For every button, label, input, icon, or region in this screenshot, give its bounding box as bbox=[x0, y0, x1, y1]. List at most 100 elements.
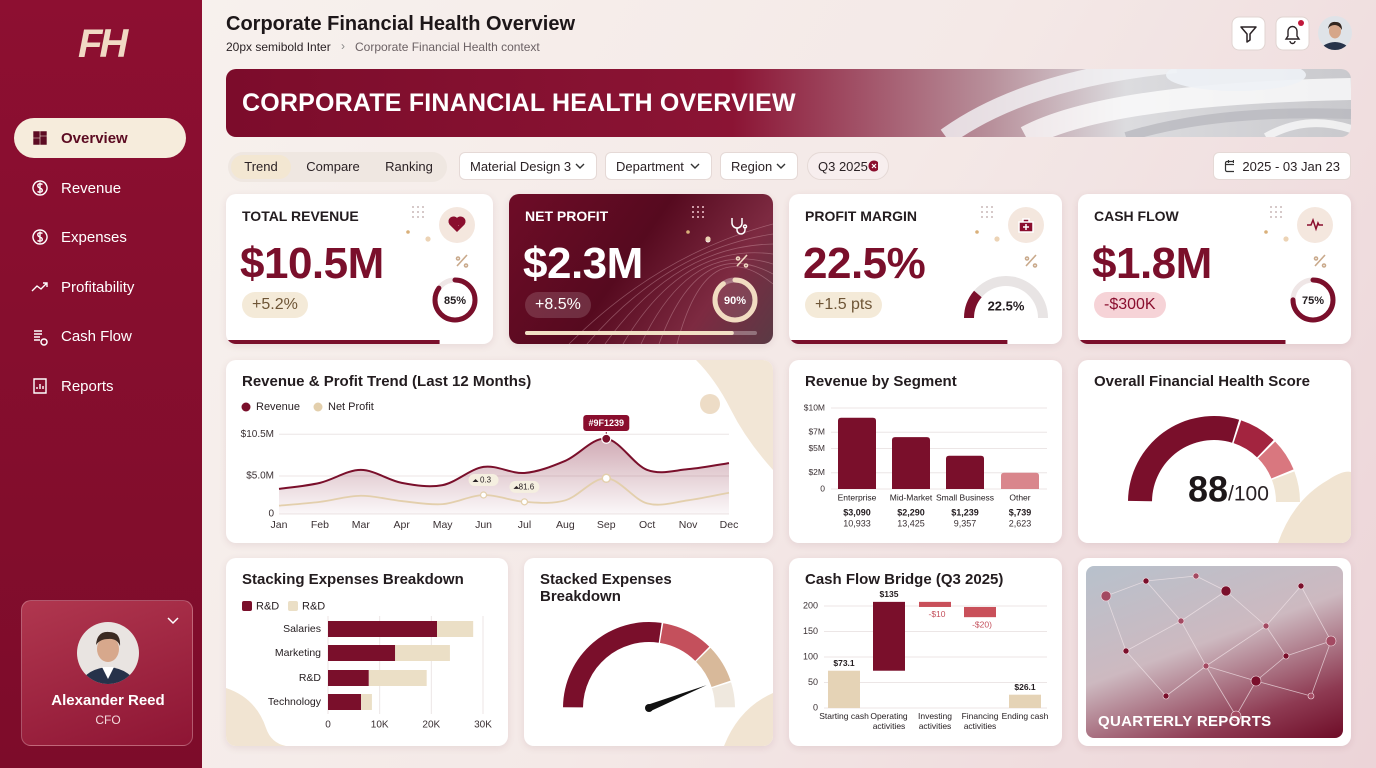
light-streak bbox=[676, 266, 773, 344]
dot-grid bbox=[702, 206, 704, 208]
dot-grid bbox=[692, 206, 694, 208]
nav-label: Profitability bbox=[61, 279, 135, 296]
x-tick-label: May bbox=[433, 519, 454, 531]
icon-shape bbox=[34, 330, 48, 346]
nav-icon bbox=[33, 378, 47, 394]
dropdown-label: Material Design 3 bbox=[470, 158, 572, 174]
category-label: Mid-Market bbox=[890, 492, 933, 502]
date-picker[interactable]: 2025 - 03 Jan 23 bbox=[1213, 152, 1351, 180]
kpi-value: $2.3M bbox=[523, 239, 643, 288]
nav-item[interactable]: Expenses bbox=[14, 217, 186, 257]
decor-circle bbox=[700, 394, 720, 414]
dot-grid bbox=[692, 211, 694, 213]
dot-grid bbox=[986, 216, 988, 218]
percent-glyph bbox=[1024, 254, 1038, 268]
amount-label: $2,290 bbox=[897, 507, 925, 517]
network-node bbox=[1230, 710, 1242, 722]
dot-grid bbox=[1280, 216, 1282, 218]
nav: Overview Revenue Expenses Profitability Cash… bbox=[0, 0, 202, 420]
nav-label: Cash Flow bbox=[61, 328, 132, 345]
legend-label: R&D bbox=[302, 600, 325, 612]
chart-title: Revenue & Profit Trend (Last 12 Months) bbox=[242, 373, 532, 390]
kpi-change: -$300K bbox=[1094, 292, 1166, 318]
kpi-icon bbox=[448, 216, 466, 233]
kpi-value: 22.5% bbox=[803, 239, 926, 288]
view-tabs: Trend Compare Ranking bbox=[228, 152, 447, 182]
network-node bbox=[1192, 572, 1200, 580]
network-edge bbox=[1300, 585, 1332, 642]
ring-fill bbox=[432, 277, 478, 323]
annotation-box bbox=[509, 480, 540, 493]
banner-architecture bbox=[940, 69, 1351, 137]
annotation-arrow bbox=[513, 485, 520, 489]
nav-item[interactable]: Cash Flow bbox=[14, 316, 186, 356]
dropdown[interactable]: Material Design 3 bbox=[459, 152, 597, 180]
user-card[interactable]: Alexander Reed CFO bbox=[21, 600, 193, 746]
view-tab[interactable]: Ranking bbox=[385, 159, 433, 174]
decor-blob bbox=[1278, 471, 1351, 543]
network-edge bbox=[1105, 595, 1127, 652]
category-label: Technology bbox=[268, 696, 322, 708]
card-graphics: 88/100 bbox=[1128, 416, 1351, 543]
gauge-remainder bbox=[1271, 471, 1300, 502]
nav-item[interactable]: Revenue bbox=[14, 168, 186, 208]
dropdown-label: Region bbox=[731, 158, 773, 174]
progress-fill bbox=[789, 340, 1008, 344]
chip-remove[interactable] bbox=[868, 160, 878, 172]
chip-label: Q3 2025 bbox=[818, 158, 868, 174]
nav-item[interactable]: Profitability bbox=[14, 267, 186, 307]
dropdown[interactable]: Region bbox=[720, 152, 798, 180]
filter-chip[interactable]: Q3 2025 bbox=[807, 152, 889, 180]
bar bbox=[838, 417, 876, 489]
category-label: Marketing bbox=[275, 647, 321, 659]
amount-label: $1,239 bbox=[951, 507, 979, 517]
percent-glyph bbox=[455, 254, 469, 268]
dot-grid bbox=[1270, 206, 1272, 208]
dot-grid bbox=[412, 211, 414, 213]
dropdown[interactable]: Department bbox=[605, 152, 712, 180]
nav-icon bbox=[31, 282, 48, 292]
category-label: Starting cash bbox=[819, 711, 869, 721]
legend-swatch bbox=[241, 402, 251, 412]
value-label: -$20) bbox=[972, 619, 992, 629]
count-label: 2,623 bbox=[1009, 518, 1032, 528]
x-tick-label: Feb bbox=[311, 519, 329, 531]
legend-label: Revenue bbox=[256, 401, 300, 413]
calendar-icon bbox=[1224, 160, 1235, 173]
gauge-band bbox=[659, 623, 710, 661]
x-tick-label: 0 bbox=[325, 720, 331, 731]
view-tab[interactable]: Compare bbox=[306, 159, 360, 174]
waterfall-bar bbox=[919, 601, 951, 607]
reports-card[interactable]: QUARTERLY REPORTS bbox=[1078, 558, 1351, 746]
ring-label: 90% bbox=[724, 295, 746, 307]
gauge-label: 22.5% bbox=[988, 298, 1025, 313]
x-tick-label: Aug bbox=[556, 519, 575, 531]
dot-grid bbox=[417, 216, 419, 218]
dot-grid bbox=[422, 216, 424, 218]
value-label: $73.1 bbox=[833, 658, 855, 668]
gauge-segment bbox=[1233, 420, 1274, 458]
annotation-label: 0.3 bbox=[480, 476, 492, 485]
header-actions[interactable] bbox=[1228, 14, 1358, 54]
breadcrumb-1[interactable]: 20px semibold Inter bbox=[226, 40, 331, 54]
kpi-change: +1.5 pts bbox=[805, 292, 883, 318]
x-tick-label: 20K bbox=[422, 720, 440, 731]
legend-swatch bbox=[313, 402, 323, 412]
expenses-card: 0 10K 20K 30K Salaries Marketing R&D Technology… bbox=[226, 558, 508, 746]
gauge-band bbox=[711, 682, 735, 708]
amount-label: $,739 bbox=[1009, 507, 1032, 517]
network-edge bbox=[1235, 680, 1257, 717]
decor-blob bbox=[226, 688, 286, 746]
needle-hub bbox=[645, 704, 653, 712]
nav-item[interactable]: Overview bbox=[14, 118, 186, 158]
network-node bbox=[1220, 585, 1232, 597]
network-edge bbox=[1285, 640, 1332, 657]
breadcrumb-2[interactable]: Corporate Financial Health context bbox=[355, 40, 540, 54]
y-tick-label: $10M bbox=[804, 402, 825, 412]
nav-icon bbox=[33, 131, 47, 145]
view-tab[interactable]: Trend bbox=[231, 155, 291, 179]
nav-item[interactable]: Reports bbox=[14, 366, 186, 406]
dot-grid bbox=[692, 216, 694, 218]
